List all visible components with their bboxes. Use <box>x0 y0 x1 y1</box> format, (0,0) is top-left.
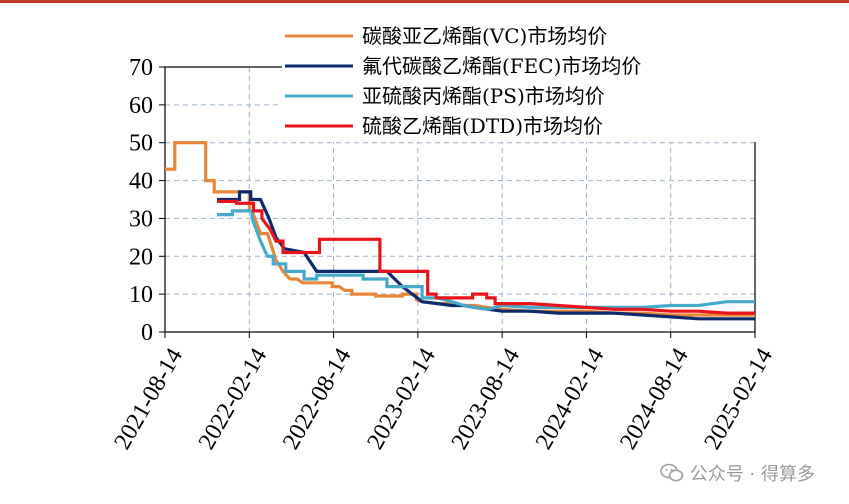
y-tick-label: 40 <box>129 169 153 195</box>
x-tick-label: 2023-08-14 <box>447 344 526 454</box>
top-accent-bar <box>0 0 849 3</box>
x-tick-label: 2021-08-14 <box>110 344 189 454</box>
x-tick-label: 2025-02-14 <box>700 344 779 454</box>
series-dtd-line <box>217 199 755 315</box>
x-tick-label: 2024-08-14 <box>615 344 694 454</box>
x-tick-labels: 2021-08-14 2022-02-14 2022-08-14 2023-02-14… <box>110 332 779 454</box>
x-tick-label: 2023-02-14 <box>362 344 441 454</box>
legend-background <box>282 14 762 142</box>
y-tick-label: 30 <box>129 206 153 232</box>
y-tick-label: 50 <box>129 131 153 157</box>
legend-entry-vc: 碳酸亚乙烯酯(VC)市场均价 <box>285 24 607 48</box>
y-tick-label: 10 <box>129 282 153 308</box>
legend-entry-fec: 氟代碳酸乙烯酯(FEC)市场均价 <box>285 54 641 78</box>
legend-entry-ps: 亚硫酸丙烯酯(PS)市场均价 <box>285 84 605 108</box>
legend-entry-dtd: 硫酸乙烯酯(DTD)市场均价 <box>285 114 603 138</box>
legend-label-fec: 氟代碳酸乙烯酯(FEC)市场均价 <box>362 54 641 78</box>
x-tick-label: 2024-02-14 <box>531 344 610 454</box>
series-layer <box>165 141 755 321</box>
watermark: 公众号 · 得算多 <box>660 460 815 486</box>
y-tick-labels: 0 10 20 30 40 50 60 70 <box>129 55 165 346</box>
watermark-text: 公众号 · 得算多 <box>689 464 815 485</box>
series-vc-line <box>165 141 755 317</box>
y-tick-label: 70 <box>129 55 153 81</box>
y-tick-label: 0 <box>141 320 153 346</box>
wechat-icon <box>660 463 684 482</box>
x-tick-label: 2022-08-14 <box>278 344 357 454</box>
x-tick-label: 2022-02-14 <box>194 344 273 454</box>
legend: 碳酸亚乙烯酯(VC)市场均价 氟代碳酸乙烯酯(FEC)市场均价 亚硫酸丙烯酯(P… <box>282 14 762 142</box>
legend-label-dtd: 硫酸乙烯酯(DTD)市场均价 <box>362 114 603 138</box>
legend-label-ps: 亚硫酸丙烯酯(PS)市场均价 <box>362 84 605 108</box>
series-fec-line <box>217 190 755 321</box>
y-tick-label: 60 <box>129 93 153 119</box>
y-tick-label: 20 <box>129 244 153 270</box>
legend-label-vc: 碳酸亚乙烯酯(VC)市场均价 <box>362 24 607 48</box>
